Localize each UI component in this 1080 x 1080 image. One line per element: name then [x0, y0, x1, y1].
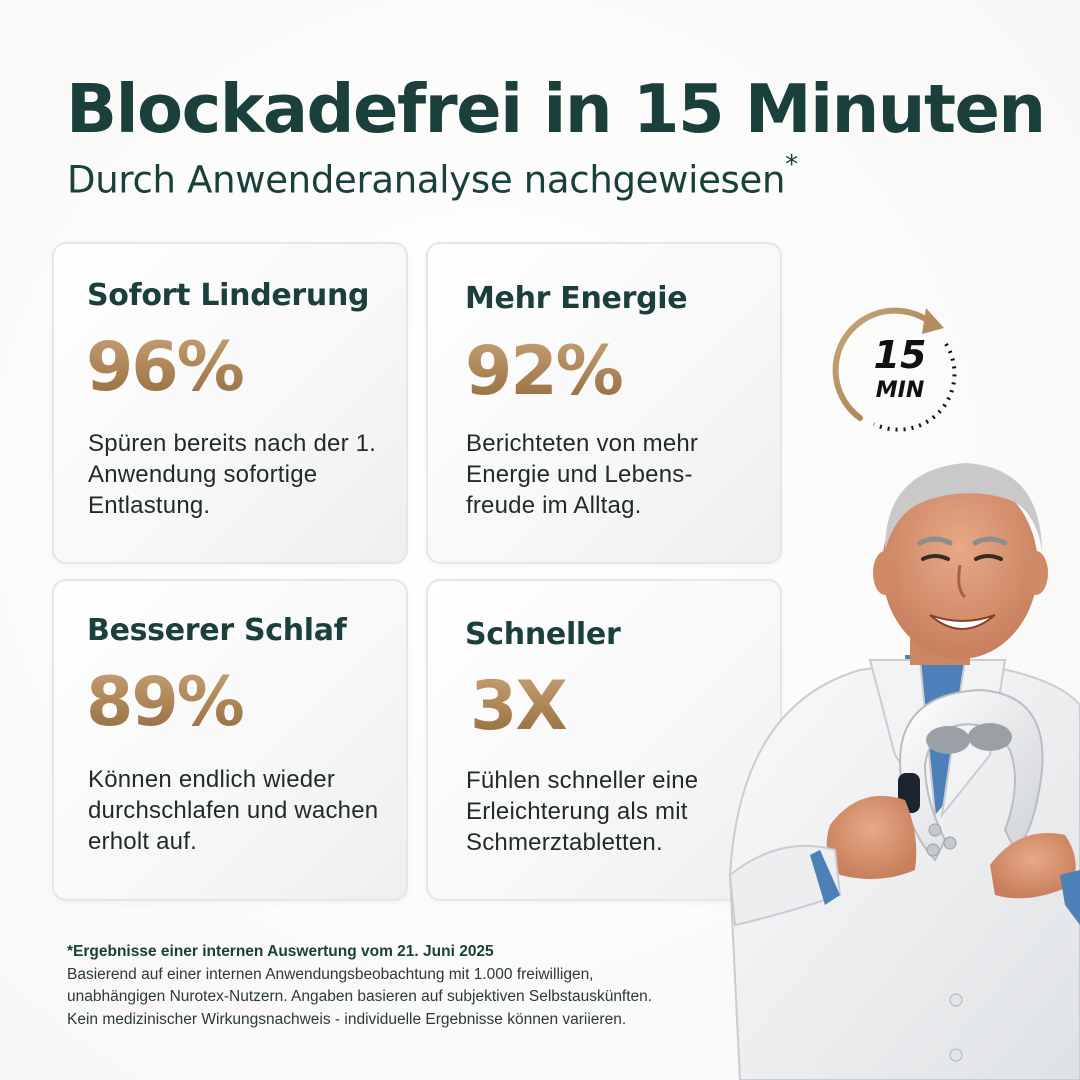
footnote-line: Basierend auf einer internen Anwendungsb… [67, 965, 594, 983]
card-title: Schneller [465, 617, 621, 652]
page-title: Blockadefrei in 15 Minuten [66, 70, 1046, 148]
footnote-line: Kein medizinischer Wirkungsnachweis - in… [67, 1010, 627, 1028]
card-value: 92% [465, 332, 624, 411]
subtitle-text: Durch Anwenderanalyse nachgewiesen [67, 158, 786, 202]
card-description: Können endlich wieder durchschlafen und … [88, 766, 379, 855]
card-description: Fühlen schneller eine Erleichterung als … [466, 767, 699, 856]
stopwatch-icon: 15 MIN [832, 307, 957, 432]
card-value: 3X [470, 667, 568, 746]
doctor-holding-neck-massager-photo [728, 463, 1080, 1080]
footnote-title: *Ergebnisse einer internen Auswertung vo… [67, 943, 494, 960]
card-title: Mehr Energie [465, 281, 688, 316]
card-title: Sofort Linderung [87, 278, 370, 313]
page-subtitle: Durch Anwenderanalyse nachgewiesen* [67, 150, 798, 202]
subtitle-footnote-mark: * [785, 150, 798, 180]
timer-unit: MIN [876, 378, 925, 403]
card-description: Spüren bereits nach der 1. Anwendung sof… [88, 430, 377, 519]
footnote-line: unabhängigen Nurotex-Nutzern. Angaben ba… [67, 988, 653, 1005]
footnote: *Ergebnisse einer internen Auswertung vo… [67, 941, 767, 1031]
card-value: 89% [86, 663, 245, 742]
stat-card-energy: Mehr Energie 92% Berichteten von mehr En… [426, 242, 782, 564]
card-value: 96% [86, 328, 245, 407]
stat-card-relief: Sofort Linderung 96% Spüren bereits nach… [52, 242, 408, 564]
stat-card-sleep: Besserer Schlaf 89% Können endlich wiede… [52, 579, 408, 901]
timer-number: 15 [874, 333, 927, 377]
card-description: Berichteten von mehr Energie und Lebens-… [466, 430, 699, 519]
card-title: Besserer Schlaf [87, 613, 347, 648]
